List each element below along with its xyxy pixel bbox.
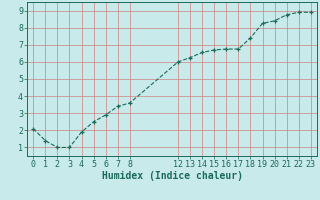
X-axis label: Humidex (Indice chaleur): Humidex (Indice chaleur) bbox=[101, 171, 243, 181]
